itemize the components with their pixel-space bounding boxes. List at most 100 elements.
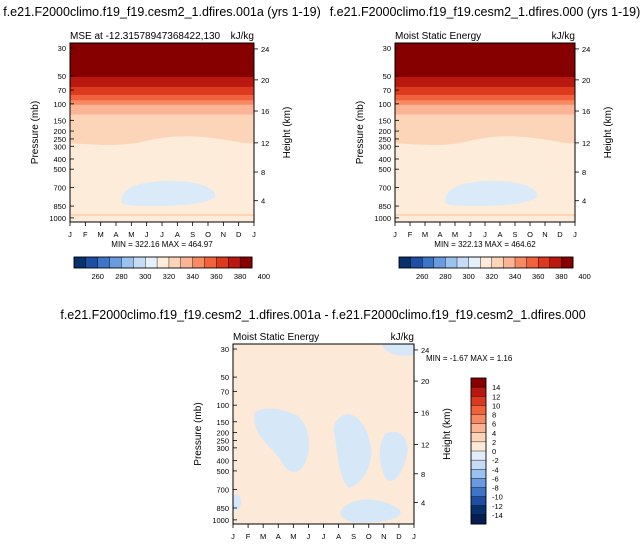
colorbar-label: -14: [492, 511, 503, 520]
colorbar-cell: [85, 256, 99, 269]
x-tick-label: A: [276, 532, 281, 541]
pressure-tick-label: 300: [378, 142, 391, 151]
x-tick-label: J: [160, 230, 164, 239]
height-tick-label: 8: [261, 168, 265, 177]
height-tick-label: 16: [421, 408, 429, 417]
pressure-tick-label: 200: [378, 127, 391, 136]
pressure-tick-label: 700: [53, 184, 66, 193]
height-tick-label: 24: [582, 45, 590, 54]
colorbar-cell: [204, 256, 217, 269]
colorbar-label: -10: [492, 493, 503, 502]
colorbar-cell: [109, 256, 122, 269]
colorbar-cell: [470, 459, 487, 470]
field-band: [70, 100, 254, 106]
height-tick-label: 4: [261, 197, 265, 206]
chart-title: f.e21.F2000climo.f19_f19.cesm2_1.dfires.…: [60, 308, 585, 322]
colorbar-cell: [491, 256, 504, 269]
pressure-tick-label: 400: [378, 155, 391, 164]
colorbar-cell: [168, 256, 182, 269]
colorbar-label: 340: [186, 272, 199, 281]
pressure-tick-label: 300: [216, 444, 229, 453]
field-blob: [379, 431, 408, 481]
x-tick-label: M: [452, 230, 458, 239]
field-band: [395, 43, 575, 78]
height-tick-label: 12: [261, 139, 269, 148]
colorbar-label: 360: [210, 272, 223, 281]
pressure-tick-label: 250: [378, 135, 391, 144]
x-tick-label: A: [497, 230, 502, 239]
x-tick-label: M: [290, 532, 296, 541]
pressure-tick-label: 70: [221, 387, 229, 396]
height-tick-label: 4: [582, 197, 586, 206]
height-tick-label: 20: [582, 76, 590, 85]
x-tick-label: O: [205, 230, 211, 239]
height-tick-label: 16: [261, 107, 269, 116]
colorbar-cell: [470, 414, 487, 425]
y-axis-label: Pressure (mb): [30, 101, 41, 164]
colorbar-label: 320: [486, 272, 499, 281]
x-tick-label: S: [190, 230, 195, 239]
field-band: [70, 136, 254, 151]
colorbar-cell: [456, 256, 470, 269]
colorbar-label: 380: [555, 272, 568, 281]
x-tick-label: M: [128, 230, 134, 239]
field-band: [70, 94, 254, 101]
chart-title: f.e21.F2000climo.f19_f19.cesm2_1.dfires.…: [3, 5, 321, 19]
colorbar-label: 260: [416, 272, 429, 281]
field-band: [70, 104, 254, 116]
y2-axis-label: Height (km): [282, 107, 293, 159]
pressure-tick-label: 70: [58, 86, 66, 95]
pressure-tick-label: 700: [378, 184, 391, 193]
colorbar-cell: [480, 256, 493, 269]
colorbar-cell: [73, 256, 87, 269]
colorbar-frame: [73, 256, 253, 269]
colorbar-cell: [470, 432, 487, 443]
pressure-tick-label: 500: [216, 467, 229, 476]
pressure-tick-label: 500: [53, 165, 66, 174]
pressure-tick-label: 1000: [49, 214, 66, 223]
colorbar-label: 260: [91, 272, 104, 281]
pressure-tick-label: 850: [378, 202, 391, 211]
height-tick-label: 8: [582, 168, 586, 177]
field-band: [395, 104, 575, 116]
x-tick-label: J: [231, 532, 235, 541]
stats-label: MIN = 322.13 MAX = 464.62: [434, 240, 536, 249]
colorbar-cell: [144, 256, 158, 269]
colorbar-label: 300: [462, 272, 475, 281]
x-tick-label: M: [422, 230, 428, 239]
colorbar-cell: [121, 256, 134, 269]
y-axis-label: Pressure (mb): [355, 101, 366, 164]
colorbar-cell: [398, 256, 412, 269]
colorbar-cell: [133, 256, 146, 269]
plot-left-label: Moist Static Energy: [395, 31, 481, 42]
colorbar-cell: [470, 423, 487, 434]
colorbar-label: 280: [115, 272, 128, 281]
colorbar-cell: [180, 256, 194, 269]
x-tick-label: J: [393, 230, 397, 239]
colorbar-cell: [538, 256, 551, 269]
field-band: [395, 213, 575, 217]
x-tick-label: J: [412, 532, 416, 541]
x-tick-label: A: [113, 230, 118, 239]
x-tick-label: O: [366, 532, 372, 541]
pressure-tick-label: 250: [216, 436, 229, 445]
pressure-tick-label: 300: [53, 142, 66, 151]
x-tick-label: M: [98, 230, 104, 239]
colorbar-cell: [561, 256, 574, 269]
colorbar-label: 340: [509, 272, 522, 281]
x-tick-label: J: [322, 532, 326, 541]
pressure-tick-label: 200: [216, 429, 229, 438]
pressure-tick-label: 50: [58, 72, 66, 81]
pressure-tick-label: 1000: [212, 516, 229, 525]
field-band: [395, 86, 575, 96]
y2-axis-label: Height (km): [603, 107, 614, 159]
field-band: [395, 77, 575, 88]
field-blob: [333, 414, 372, 488]
chart-panel-3: f.e21.F2000climo.f19_f19.cesm2_1.dfires.…: [60, 308, 585, 541]
colorbar-label: 12: [492, 392, 500, 401]
field-band: [70, 77, 254, 88]
colorbar-frame: [398, 256, 574, 269]
x-tick-label: F: [83, 230, 88, 239]
colorbar-cell: [470, 496, 487, 507]
